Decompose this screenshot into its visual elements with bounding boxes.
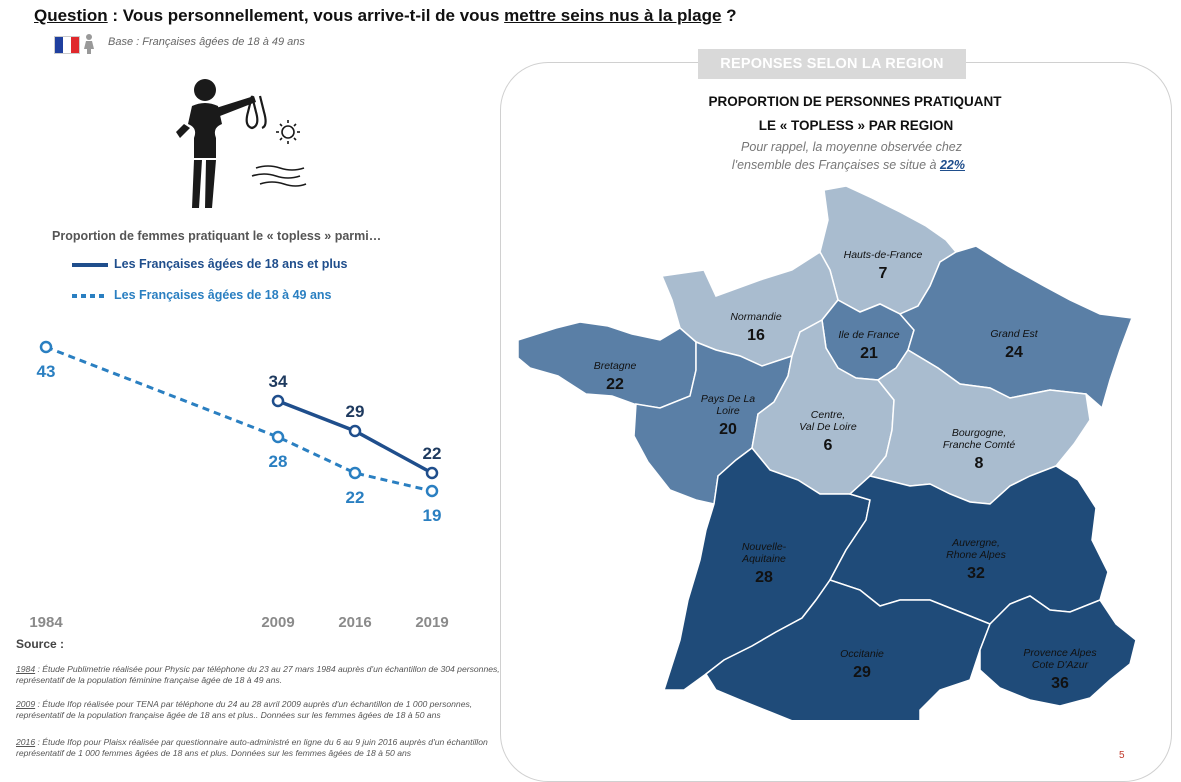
- legend-item-18-49: Les Françaises âgées de 18 à 49 ans: [72, 288, 332, 302]
- line-chart: 34 29 22 43 28 22 19 1984 2009 2016 2019: [29, 340, 449, 631]
- region-name-label: Provence Alpes: [1023, 647, 1097, 659]
- source-note-2009: 2009 : Étude Ifop réalisée pour TENA par…: [16, 699, 473, 720]
- base-note: Base : Françaises âgées de 18 à 49 ans: [108, 36, 305, 48]
- map-note-line-2: l'ensemble des Françaises se situe à 22%: [731, 158, 965, 172]
- source-note-1984: 1984 : Étude Publimetrie réalisée pour P…: [16, 664, 500, 685]
- french-flag-icon: [54, 36, 80, 54]
- legend-item-18-plus: Les Françaises âgées de 18 ans et plus: [72, 257, 347, 271]
- flag-red-band: [71, 37, 79, 53]
- x-tick-label: 2009: [261, 614, 294, 631]
- data-label: 29: [346, 402, 365, 421]
- series-line-1: [45, 345, 433, 493]
- region-value-label: 20: [719, 421, 737, 438]
- region-value-label: 8: [975, 455, 984, 472]
- region-name-label: Loire: [716, 405, 740, 417]
- region-name-label: Ile de France: [838, 329, 899, 341]
- region-name-label: Nouvelle-: [742, 541, 787, 553]
- data-label: 22: [346, 488, 365, 507]
- question-text: : Vous personnellement, vous arrive-t-il…: [107, 6, 505, 25]
- data-point: [425, 484, 439, 498]
- region-value-label: 22: [606, 376, 624, 393]
- source-note-2016: 2016 : Étude Ifop pour Plaisx réalisée p…: [16, 737, 488, 758]
- france-region-map: Hauts-de-France 7 Normandie 16 Ile de France…: [517, 185, 1137, 720]
- question-emphasis: mettre seins nus à la plage: [504, 6, 722, 25]
- question-label: Question: [34, 6, 108, 25]
- page-number: 5: [1119, 750, 1125, 761]
- region-name-label: Franche Comté: [943, 439, 1016, 451]
- region-value-label: 7: [879, 265, 888, 282]
- region-name-label: Occitanie: [840, 648, 884, 660]
- legend-label-18-49: Les Françaises âgées de 18 à 49 ans: [114, 288, 332, 302]
- region-value-label: 16: [747, 327, 765, 344]
- region-name-label: Auvergne,: [951, 537, 1000, 549]
- data-label: 34: [269, 372, 288, 391]
- question-end: ?: [721, 6, 737, 25]
- data-point: [271, 394, 285, 408]
- chart-title: Proportion de femmes pratiquant le « top…: [52, 229, 382, 243]
- region-value-label: 28: [755, 569, 773, 586]
- map-note-line-1: Pour rappel, la moyenne observée chez: [741, 140, 962, 154]
- data-point: [39, 340, 53, 354]
- source-title: Source :: [16, 637, 65, 651]
- flag-blue-band: [55, 37, 63, 53]
- region-panel-tab: REPONSES SELON LA REGION: [698, 49, 966, 79]
- topless-beach-icon: [176, 79, 307, 208]
- map-title-line-2: LE « TOPLESS » PAR REGION: [758, 118, 954, 133]
- region-name-label: Bourgogne,: [952, 427, 1006, 439]
- data-label: 28: [269, 452, 288, 471]
- region-name-label: Cote D'Azur: [1032, 659, 1089, 671]
- region-name-label: Pays De La: [701, 393, 755, 405]
- legend-label-18-plus: Les Françaises âgées de 18 ans et plus: [114, 257, 348, 271]
- region-name-label: Aquitaine: [741, 553, 786, 565]
- region-value-label: 36: [1051, 675, 1069, 692]
- legend-solid-line-icon: [72, 262, 108, 267]
- data-label: 43: [37, 362, 56, 381]
- region-value-label: 32: [967, 565, 985, 582]
- region-name-label: Normandie: [730, 311, 782, 323]
- x-tick-label: 1984: [29, 614, 63, 631]
- region-value-label: 21: [860, 345, 878, 362]
- data-label: 22: [423, 444, 442, 463]
- region-value-label: 24: [1005, 344, 1023, 361]
- region-value-label: 6: [824, 437, 833, 454]
- region-name-label: Rhone Alpes: [946, 549, 1006, 561]
- region-name-label: Val De Loire: [799, 421, 857, 433]
- data-point: [348, 424, 362, 438]
- legend-dashed-line-icon: [72, 293, 108, 298]
- data-point: [348, 466, 362, 480]
- region-name-label: Grand Est: [990, 328, 1038, 340]
- region-name-label: Centre,: [811, 409, 845, 421]
- data-label: 19: [423, 506, 442, 525]
- x-tick-label: 2016: [338, 614, 371, 631]
- map-title-line-1: PROPORTION DE PERSONNES PRATIQUANT: [708, 94, 1002, 109]
- data-point: [271, 430, 285, 444]
- flag-white-band: [63, 37, 71, 53]
- average-value: 22%: [939, 158, 965, 172]
- region-name-label: Bretagne: [594, 360, 637, 372]
- region-value-label: 29: [853, 664, 871, 681]
- question-title: Question : Vous personnellement, vous ar…: [34, 6, 737, 26]
- x-tick-label: 2019: [415, 614, 448, 631]
- woman-icon: [84, 34, 94, 54]
- data-point: [425, 466, 439, 480]
- region-name-label: Hauts-de-France: [844, 249, 923, 261]
- region-provence-alpes-cote-dazur: [979, 595, 1137, 707]
